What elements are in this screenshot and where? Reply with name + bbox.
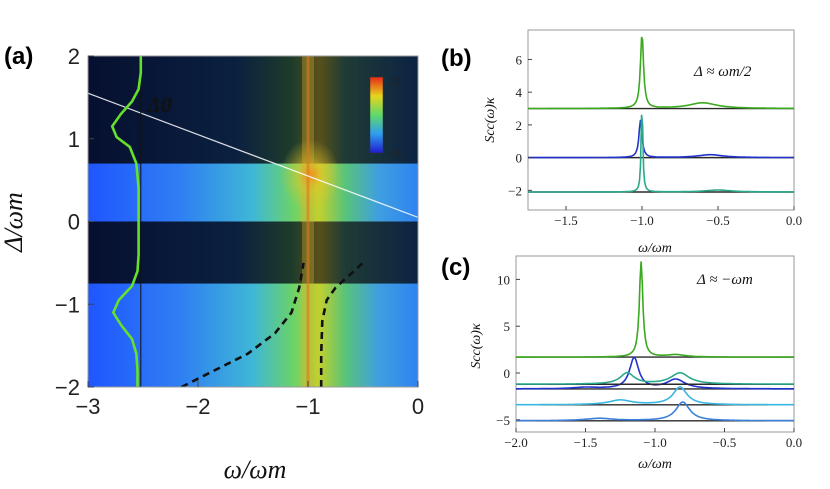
b-series-2 bbox=[528, 114, 794, 193]
b-series-1 bbox=[528, 119, 794, 159]
dashed-curve-left bbox=[180, 262, 305, 387]
c-xtick-label-3: −0.5 bbox=[713, 435, 737, 450]
dashed-curve-right bbox=[319, 261, 364, 387]
panel-a-ylabel: Δ/ωm bbox=[0, 192, 28, 253]
panel-b-label: (b) bbox=[441, 45, 472, 72]
b-xtick-label-2: −0.5 bbox=[706, 213, 730, 228]
b-xtick-label-1: −1.0 bbox=[630, 213, 654, 228]
b-ytick-label-1: 4 bbox=[516, 85, 523, 100]
a-xtick-label-1: −2 bbox=[185, 394, 210, 419]
panel-b-frame bbox=[527, 29, 795, 211]
b-ytick-label-3: 0 bbox=[516, 151, 523, 166]
c-ytick-label-1: 5 bbox=[504, 319, 511, 334]
c-xtick-label-0: −2.0 bbox=[504, 435, 528, 450]
c-series-2 bbox=[516, 371, 794, 385]
resonance-ridge bbox=[302, 56, 314, 387]
c-ytick-label-3: −5 bbox=[496, 413, 510, 428]
delta0-line bbox=[88, 92, 418, 218]
panel-b-xlabel: ω/ωm bbox=[638, 241, 672, 256]
a-ytick-label-1: −1 bbox=[55, 292, 80, 317]
c-series-4 bbox=[516, 401, 794, 422]
colorbar-tick-min: −10 bbox=[386, 149, 403, 160]
resonance-glow bbox=[280, 139, 340, 211]
a-xtick-label-0: −3 bbox=[75, 394, 100, 419]
panel-c-ylabel: Scc(ω)κ bbox=[469, 323, 484, 369]
b-xtick-label-0: −1.5 bbox=[554, 213, 578, 228]
b-ytick-label-0: 6 bbox=[516, 52, 523, 67]
b-xtick-label-3: 0.0 bbox=[786, 213, 802, 228]
panel-b-ylabel: Scc(ω)κ bbox=[483, 97, 498, 143]
panel-c-annotation: Δ ≈ −ωm bbox=[696, 272, 753, 288]
c-xtick-label-4: 0.0 bbox=[786, 435, 802, 450]
b-series-0 bbox=[528, 36, 794, 110]
b-ytick-label-4: −2 bbox=[508, 183, 522, 198]
panel-a-heatmap bbox=[88, 56, 418, 387]
a-ytick-label-3: 1 bbox=[68, 127, 80, 152]
panel-b-series bbox=[528, 36, 794, 193]
c-ytick-label-2: 0 bbox=[504, 366, 511, 381]
dark-band-1 bbox=[88, 221, 418, 284]
a-ytick-label-4: 2 bbox=[68, 44, 80, 69]
panel-b-axes: −1.5 −1.0 −0.5 0.0 6 4 2 0 −2 bbox=[508, 52, 802, 228]
panel-c-series bbox=[516, 261, 794, 422]
panel-b-annotation: Δ ≈ ωm/2 bbox=[693, 64, 752, 80]
c-xtick-label-2: −1.0 bbox=[643, 435, 667, 450]
c-ytick-label-0: 10 bbox=[497, 272, 510, 287]
b-ytick-label-2: 2 bbox=[516, 118, 523, 133]
dark-bands bbox=[88, 56, 418, 284]
dark-band-0 bbox=[88, 56, 418, 164]
a-ytick-label-0: −2 bbox=[55, 375, 80, 400]
delta0-label: Δ0 bbox=[146, 92, 172, 117]
c-xtick-label-1: −1.5 bbox=[574, 435, 598, 450]
panel-c-axes: −2.0 −1.5 −1.0 −0.5 0.0 10 5 0 −5 bbox=[496, 272, 802, 450]
panel-c-label: (c) bbox=[441, 254, 470, 281]
green-profile-curve bbox=[110, 56, 143, 387]
c-series-3 bbox=[516, 386, 794, 406]
panel-c-xlabel: ω/ωm bbox=[638, 457, 672, 472]
a-xtick-label-2: −1 bbox=[295, 394, 320, 419]
panel-a-xlabel: ω/ωm bbox=[224, 455, 287, 484]
panel-a-label: (a) bbox=[4, 43, 33, 70]
c-series-0 bbox=[516, 261, 794, 358]
a-ytick-label-2: 0 bbox=[68, 210, 80, 235]
colorbar-gradient bbox=[369, 76, 384, 154]
colorbar-tick-max: 10 bbox=[389, 77, 401, 88]
a-xtick-label-3: 0 bbox=[412, 394, 424, 419]
colorbar: 10 −10 bbox=[369, 76, 403, 160]
